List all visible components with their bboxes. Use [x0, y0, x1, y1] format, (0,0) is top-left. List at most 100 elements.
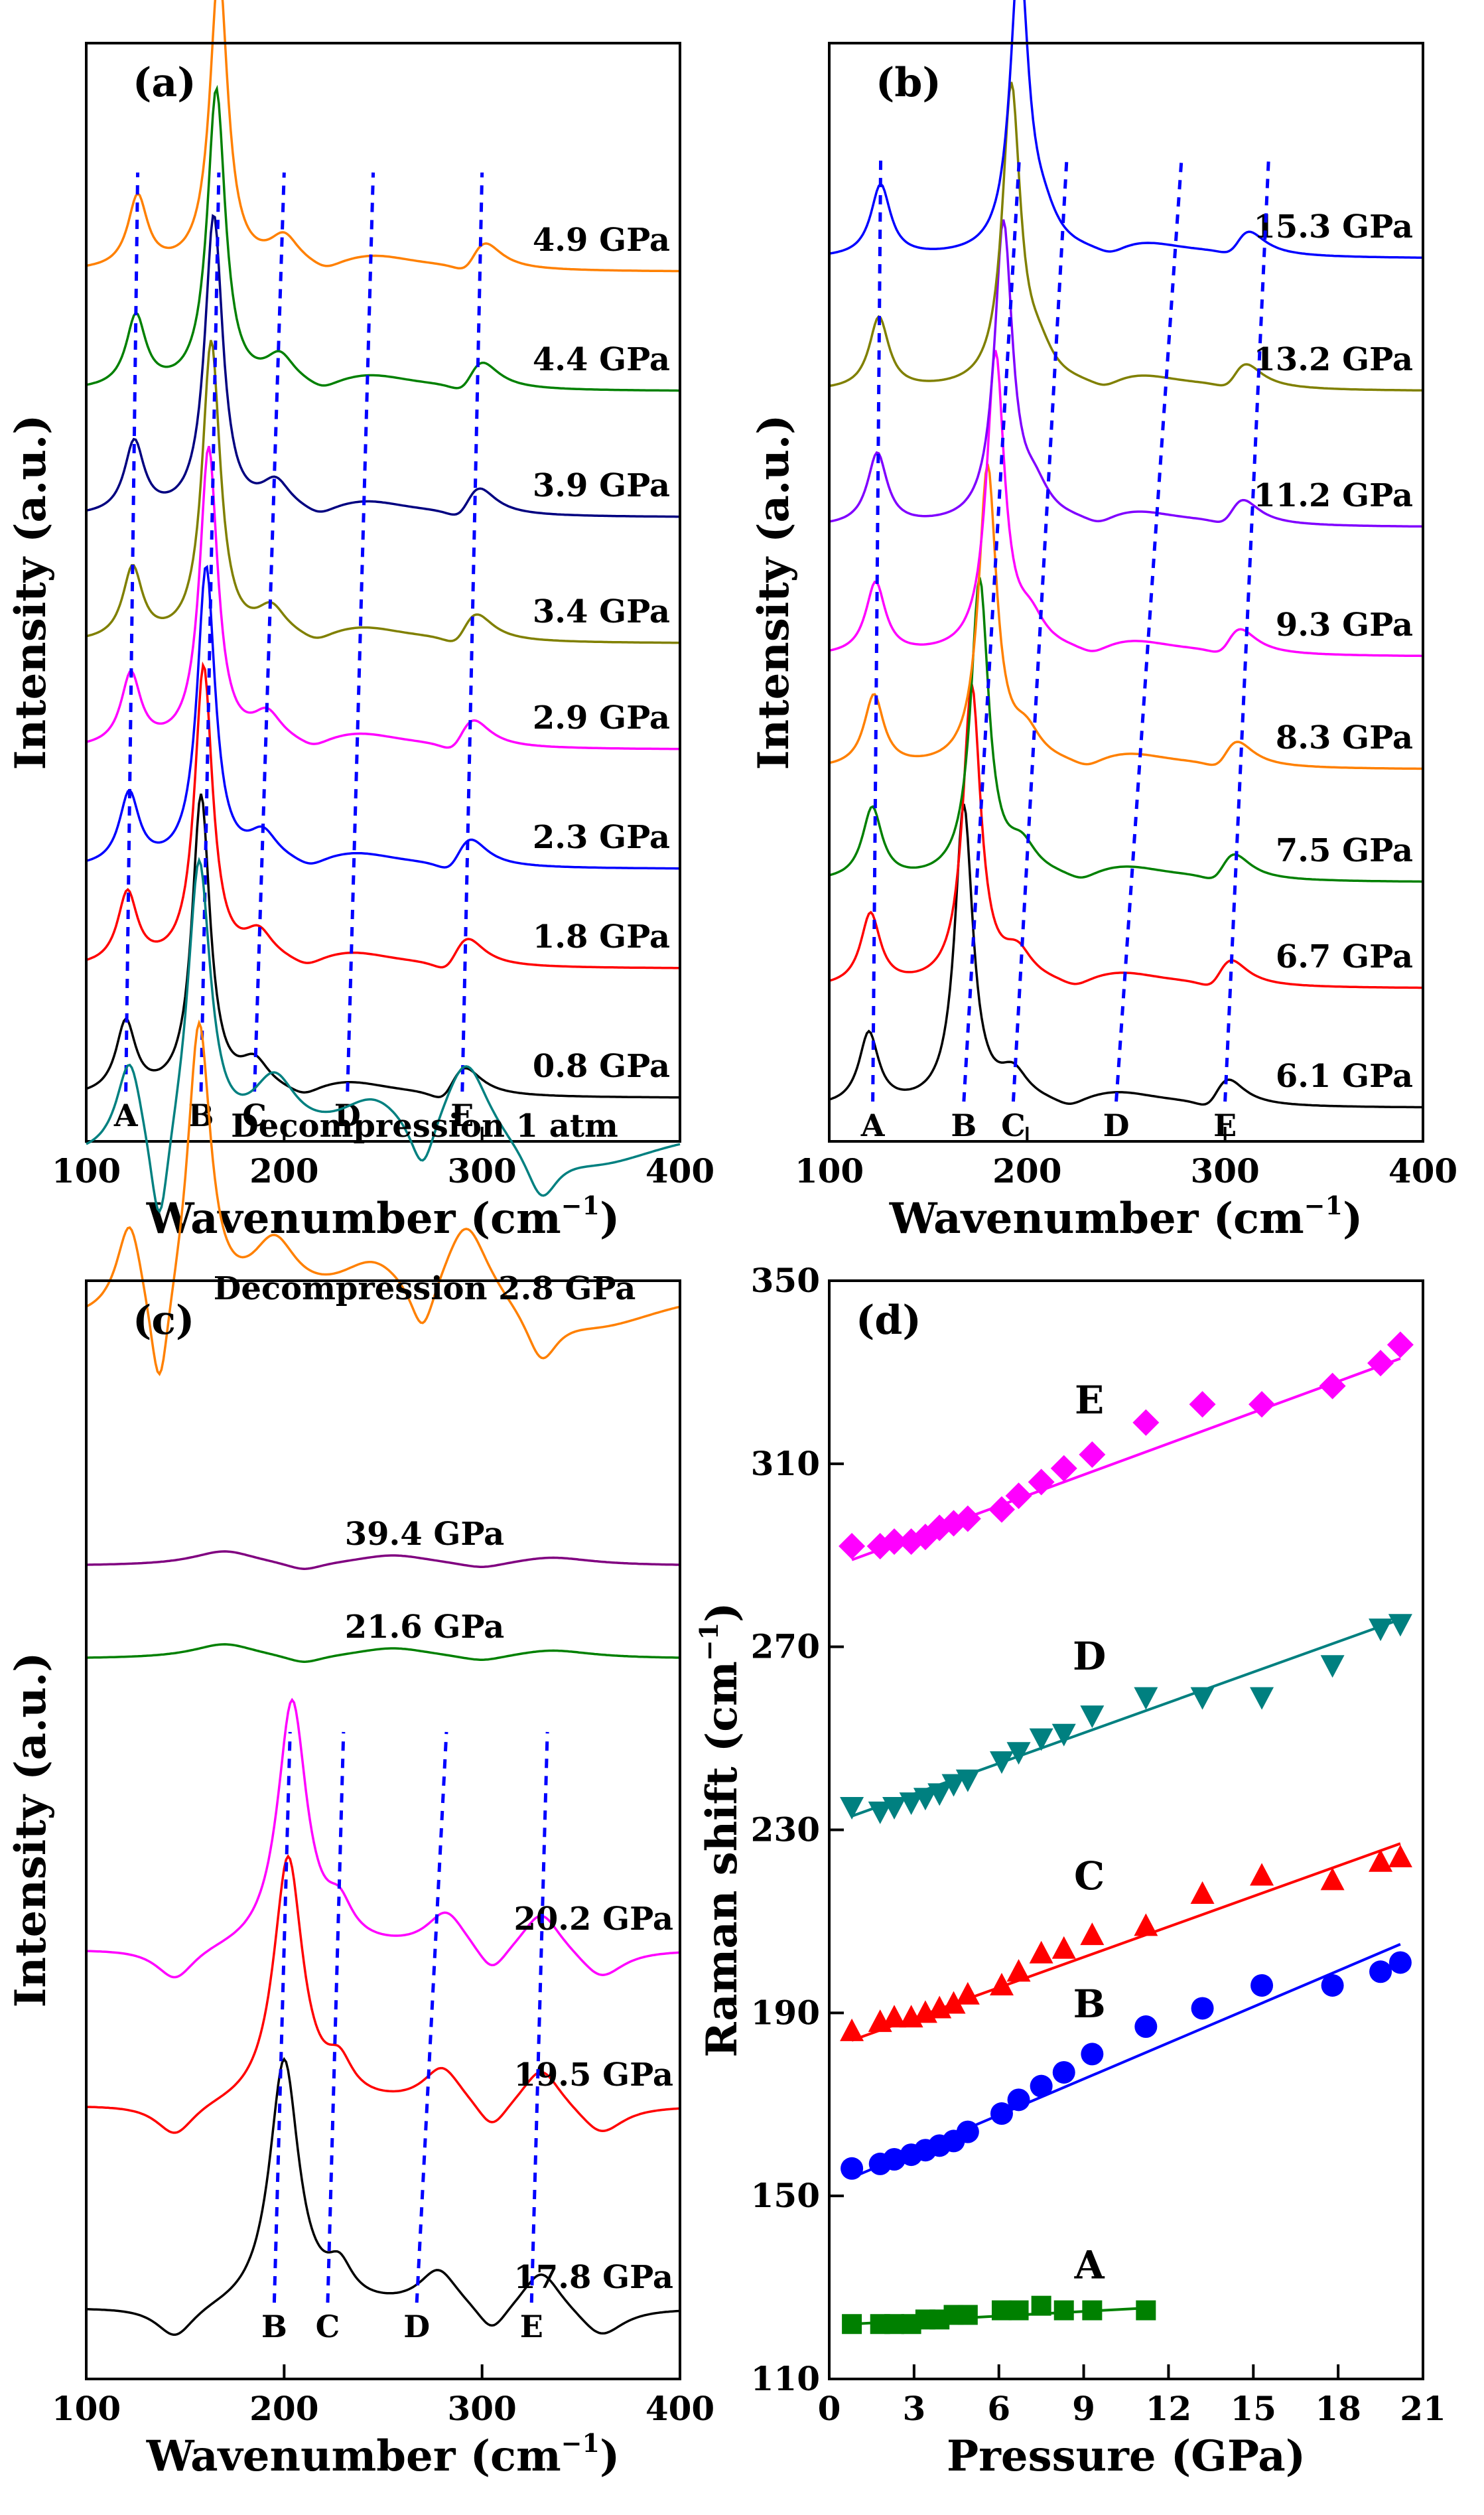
spectrum-line-1.8-gpa	[86, 661, 680, 970]
point-D	[941, 1774, 966, 1797]
x-axis-label-text: Wavenumber (cm	[146, 2431, 561, 2481]
x-tick-label: 300	[447, 1151, 516, 1190]
x-tick-label: 18	[1315, 2389, 1361, 2428]
series-label: 2.9 GPa	[533, 699, 670, 737]
x-tick-label: 200	[992, 1151, 1061, 1190]
point-E	[1132, 1409, 1160, 1436]
x-axis-label: Wavenumber (cm−1)	[146, 1190, 620, 1244]
point-A	[884, 2314, 905, 2335]
series-label: 1.8 GPa	[533, 918, 670, 956]
point-E	[881, 1528, 908, 1555]
x-axis-label-sup: −1	[1304, 1190, 1343, 1220]
point-A	[1082, 2300, 1103, 2321]
peak-guide-A	[124, 172, 140, 1092]
series-letter-D: D	[1073, 1634, 1106, 1679]
point-D	[955, 1769, 980, 1792]
spectrum-line-21.6-gpa	[86, 1643, 680, 1663]
y-axis-label-text: Intensity (a.u.)	[6, 1652, 56, 2008]
point-A	[1008, 2300, 1029, 2321]
spectrum-line-2.3-gpa	[86, 565, 680, 870]
point-E	[1079, 1441, 1106, 1469]
panel-label: (c)	[133, 1297, 194, 1344]
x-tick-label: 300	[1190, 1151, 1259, 1190]
point-D	[882, 1797, 907, 1820]
spectrum-line-3.4-gpa	[86, 340, 680, 644]
point-E	[1319, 1372, 1346, 1400]
point-B	[1052, 2060, 1075, 2084]
spectrum-line-9.3-gpa	[829, 350, 1423, 658]
x-tick-label: 6	[987, 2389, 1010, 2428]
y-tick-label: 270	[751, 1627, 820, 1666]
series-label: 39.4 GPa	[345, 1516, 505, 1553]
x-tick-label: 400	[1388, 1151, 1457, 1190]
y-tick-label: 350	[751, 1261, 820, 1300]
x-tick-label: 12	[1146, 2389, 1192, 2428]
point-A	[1053, 2300, 1074, 2321]
point-C	[1190, 1881, 1215, 1904]
x-tick-label: 400	[645, 2389, 714, 2428]
point-D	[1320, 1655, 1345, 1678]
series-label: 6.1 GPa	[1276, 1058, 1413, 1095]
y-axis-label-paren: )	[697, 1603, 747, 1622]
y-tick-label: 150	[751, 2176, 820, 2215]
point-D	[1250, 1687, 1274, 1710]
series-label: Decompression 1 atm	[231, 1108, 618, 1145]
peak-guide-D	[346, 172, 375, 1092]
peak-guide-A	[871, 159, 883, 1102]
series-letter-A: A	[1074, 2242, 1105, 2287]
point-C	[941, 1991, 966, 2014]
peak-guide-C	[326, 1731, 346, 2303]
x-tick-label: 9	[1072, 2389, 1095, 2428]
x-tick-label: 3	[902, 2389, 925, 2428]
y-axis-label-text: Intensity (a.u.)	[6, 415, 56, 770]
point-E	[1005, 1482, 1032, 1510]
point-D	[1369, 1618, 1393, 1642]
series-label: 4.4 GPa	[533, 341, 670, 378]
peak-label-A: A	[860, 1108, 886, 1143]
x-tick-label: 400	[645, 1151, 714, 1190]
point-B	[1191, 1997, 1214, 2020]
series-label: 8.3 GPa	[1276, 719, 1413, 756]
y-axis-label-text: Intensity (a.u.)	[749, 415, 799, 770]
point-C	[989, 1972, 1014, 1995]
point-A	[842, 2314, 862, 2335]
point-B	[883, 2148, 906, 2171]
series-label: 3.4 GPa	[533, 593, 670, 630]
point-C	[1388, 1844, 1412, 1867]
point-C	[955, 1981, 980, 2005]
point-D	[1029, 1728, 1053, 1751]
peak-label-C: C	[242, 1098, 267, 1133]
spectrum-line-6.1-gpa	[829, 804, 1423, 1109]
spectrum-line-decompression-2.8-gpa	[86, 1019, 681, 1376]
point-D	[1006, 1742, 1031, 1765]
y-axis-label: Intensity (a.u.)	[749, 415, 799, 770]
point-B	[990, 2102, 1013, 2125]
point-B	[1250, 1974, 1274, 1997]
point-B	[1007, 2088, 1030, 2112]
point-D	[868, 1801, 892, 1824]
point-D	[1134, 1687, 1158, 1710]
spectrum-line-20.2-gpa	[86, 1697, 681, 1979]
spectrum-line-13.2-gpa	[829, 82, 1423, 392]
spectrum-line-17.8-gpa	[86, 2056, 681, 2336]
point-D	[840, 1797, 864, 1820]
x-axis-label-sup: −1	[561, 2428, 600, 2458]
series-label: 7.5 GPa	[1276, 832, 1413, 869]
point-C	[1080, 1922, 1105, 1946]
point-E	[1367, 1350, 1394, 1377]
plot-frame	[828, 42, 1424, 1143]
y-axis-label: Intensity (a.u.)	[6, 1652, 56, 2008]
series-letter-C: C	[1074, 1853, 1105, 1899]
point-E	[839, 1532, 866, 1559]
x-axis-label-paren: )	[1343, 1194, 1363, 1244]
point-D	[1051, 1723, 1076, 1747]
spectrum-line-2.9-gpa	[86, 445, 681, 751]
plot-frame	[828, 1279, 1424, 2380]
peak-guide-C	[253, 172, 286, 1092]
point-B	[1388, 1951, 1412, 1974]
point-D	[927, 1783, 952, 1806]
series-label: 19.5 GPa	[513, 2056, 673, 2094]
point-D	[1190, 1687, 1215, 1710]
point-D	[899, 1792, 923, 1816]
